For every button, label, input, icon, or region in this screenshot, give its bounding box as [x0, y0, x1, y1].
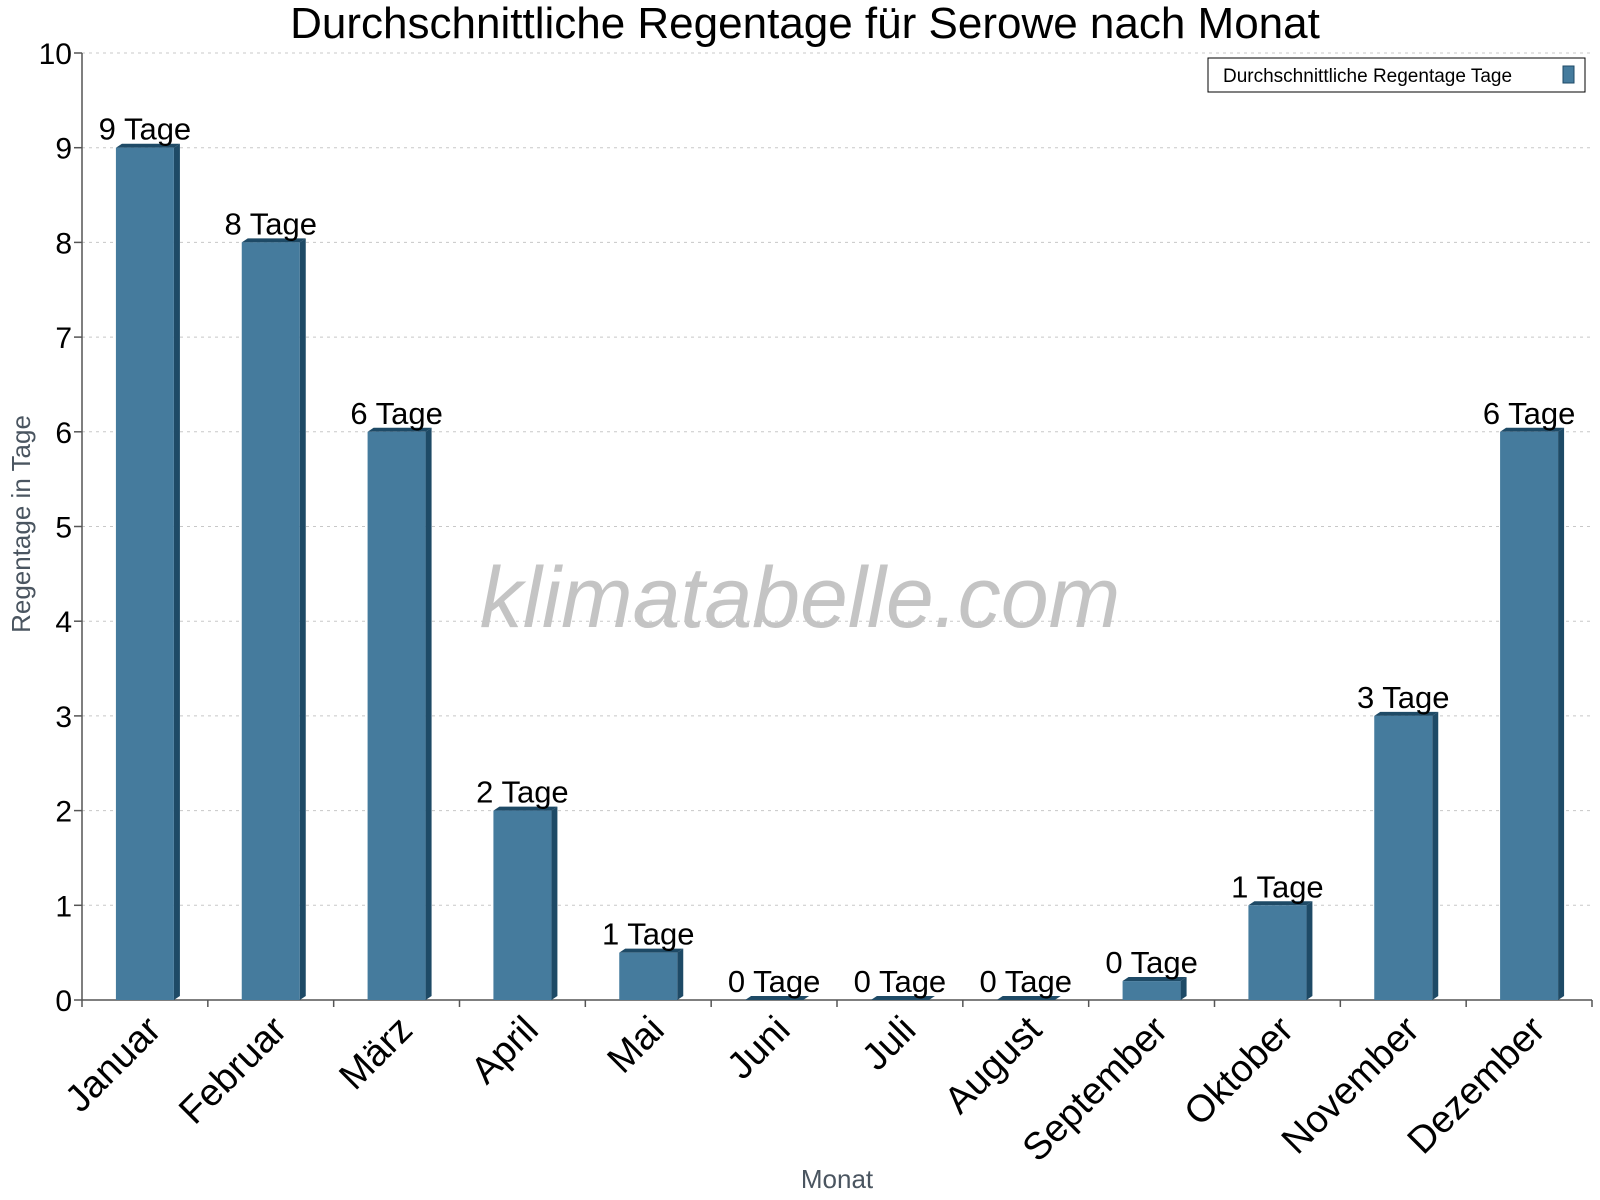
bar-front [1248, 905, 1307, 1000]
legend-box [1207, 57, 1586, 93]
bar-august [996, 996, 1061, 1000]
bar-side [1432, 711, 1439, 1000]
x-tick-label: August [937, 1008, 1051, 1122]
bar-side [299, 238, 306, 1000]
bar-juni [745, 996, 810, 1000]
legend-label: Durchschnittliche Regentage Tage [1223, 66, 1512, 87]
x-tick-label: Juli [854, 1009, 924, 1079]
data-label: 6 Tage [350, 396, 443, 431]
bar-september [1122, 977, 1187, 1000]
data-label: 8 Tage [224, 206, 317, 241]
bar-top [115, 143, 180, 148]
bar-side [425, 427, 432, 1000]
bar-front [241, 242, 300, 1000]
legend: Durchschnittliche Regentage Tage [1207, 57, 1586, 93]
bar-front [619, 952, 678, 1000]
bar-front [115, 147, 174, 1000]
grid-lines [82, 52, 1592, 906]
data-label: 6 Tage [1483, 396, 1576, 431]
y-tick-label: 8 [55, 227, 72, 260]
data-label: 0 Tage [854, 964, 947, 999]
x-tick-label: Oktober [1177, 1008, 1303, 1134]
bar-side [677, 948, 684, 1000]
x-tick-label: März [332, 1009, 421, 1098]
x-tick-label: Februar [171, 1008, 295, 1132]
bar-top [619, 948, 684, 953]
y-tick-label: 9 [55, 133, 72, 166]
bar-april [493, 806, 558, 1000]
axes [74, 52, 1593, 1007]
y-tick-label: 7 [55, 322, 72, 355]
bar-front [1122, 981, 1181, 1000]
y-tick-label: 3 [55, 701, 72, 734]
y-tick-labels: 0 1 2 3 4 5 6 7 8 9 10 [39, 38, 72, 1018]
x-tick-label: Mai [600, 1009, 673, 1082]
bar-november [1374, 711, 1439, 1000]
data-label: 0 Tage [1105, 945, 1198, 980]
bar-top [1374, 711, 1439, 716]
y-tick-label: 1 [55, 890, 72, 923]
bar-top [367, 427, 432, 432]
chart-title: Durchschnittliche Regentage für Serowe n… [290, 0, 1320, 48]
y-tick-label: 0 [55, 985, 72, 1018]
data-label: 0 Tage [979, 964, 1072, 999]
y-tick-label: 5 [55, 512, 72, 545]
bar-top [1500, 427, 1565, 432]
y-tick-label: 2 [55, 796, 72, 829]
watermark: klimatabelle.com [480, 550, 1120, 646]
bar-märz [367, 427, 432, 1000]
bar-side [173, 143, 180, 1000]
bar-top [745, 996, 810, 1000]
bar-top [870, 996, 935, 1000]
data-labels: 9 Tage 8 Tage 6 Tage 2 Tage 1 Tage 0 Tage 0 Ta… [99, 112, 1576, 999]
x-tick-label: November [1274, 1008, 1428, 1162]
bar-juli [870, 996, 935, 1000]
bar-front [1374, 715, 1433, 1000]
y-axis-title: Regentage in Tage [6, 415, 36, 633]
y-tick-label: 10 [39, 38, 72, 71]
legend-swatch [1562, 65, 1575, 84]
data-label: 0 Tage [728, 964, 821, 999]
bar-front [493, 810, 552, 1000]
bar-side [551, 806, 558, 1000]
bar-top [1122, 977, 1187, 982]
bar-februar [241, 238, 306, 1000]
bar-side [1306, 901, 1313, 1000]
bar-side [1180, 977, 1187, 1000]
x-axis-title: Monat [801, 1164, 874, 1194]
bar-side [1558, 427, 1565, 1000]
data-label: 1 Tage [602, 917, 695, 952]
bar-top [1248, 901, 1313, 906]
x-tick-label: Januar [57, 1008, 169, 1120]
x-tick-label: Dezember [1400, 1008, 1554, 1162]
bar-oktober [1248, 901, 1313, 1000]
bar-dezember [1500, 427, 1565, 1000]
data-label: 2 Tage [476, 775, 569, 810]
x-tick-labels: Januar Februar März April Mai Juni Juli AugustS… [57, 1008, 1553, 1169]
x-tick-label: April [463, 1009, 546, 1092]
data-label: 3 Tage [1357, 680, 1450, 715]
x-tick-label: Juni [719, 1009, 798, 1088]
bar-top [996, 996, 1061, 1000]
bar-top [493, 806, 558, 811]
bar-januar [115, 143, 180, 1000]
bar-front [367, 431, 426, 1000]
bar-mai [619, 948, 684, 1000]
data-label: 9 Tage [99, 112, 192, 147]
bars [115, 143, 1565, 1000]
y-tick-label: 6 [55, 417, 72, 450]
y-tick-label: 4 [55, 606, 72, 639]
bar-top [241, 238, 306, 243]
data-label: 1 Tage [1231, 869, 1324, 904]
bar-front [1500, 431, 1559, 1000]
